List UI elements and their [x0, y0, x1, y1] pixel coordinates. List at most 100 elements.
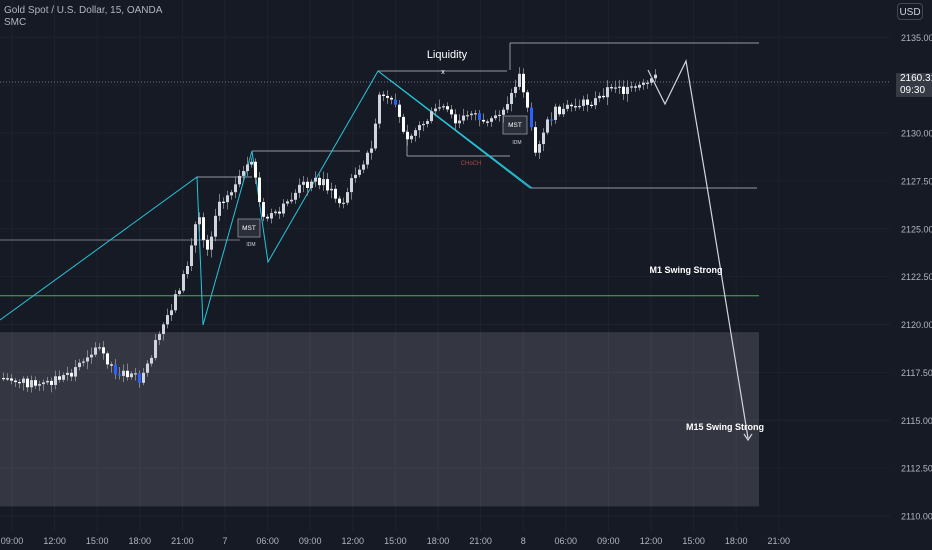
candle-body	[286, 201, 289, 204]
candle-body	[366, 152, 369, 165]
price-tick-label: 2115.000	[901, 416, 932, 426]
candle-body	[518, 73, 521, 87]
candle-body	[186, 266, 189, 275]
candle-body	[110, 364, 113, 366]
candle-body	[14, 380, 17, 383]
time-tick-label: 18:00	[725, 536, 748, 546]
candle-body	[506, 103, 509, 110]
time-tick-label: 18:00	[129, 536, 152, 546]
market-structure-zigzag	[0, 70, 531, 326]
candle-body	[634, 86, 637, 88]
candle-body	[546, 119, 549, 133]
candle-body	[646, 82, 649, 84]
candle-body	[274, 211, 277, 214]
indicator-label[interactable]: SMC	[4, 17, 27, 28]
candle-body	[230, 192, 233, 196]
chart-annotations: Liquidity x CHoCH MST IDM MST IDM M1 Swing Stro…	[242, 49, 764, 432]
candle-body	[462, 115, 465, 121]
candle-body	[526, 92, 529, 108]
candle-body	[70, 372, 73, 377]
candle-body	[534, 127, 537, 153]
idm-label-2: IDM	[512, 140, 521, 146]
candle-body	[338, 198, 341, 204]
candle-body	[30, 380, 33, 388]
candle-body	[362, 164, 365, 170]
candle-body	[254, 161, 257, 178]
candle-body	[550, 119, 553, 121]
candle-body	[494, 115, 497, 119]
candle-body	[78, 362, 81, 368]
candle-body	[82, 361, 85, 363]
time-tick-label: 15:00	[384, 536, 407, 546]
candle-body	[446, 106, 449, 110]
candle-body	[642, 82, 645, 85]
candle-body	[350, 178, 353, 193]
candle-body	[402, 116, 405, 132]
candle-body	[330, 188, 333, 191]
time-tick-label: 09:00	[597, 536, 620, 546]
time-axis[interactable]: 09:00 12:00 15:00 18:00 21:00 7 06:00 09:00 12:0…	[1, 536, 790, 546]
candle-body	[482, 119, 485, 122]
currency-button[interactable]: USD	[897, 3, 923, 20]
candle-body	[382, 94, 385, 96]
candle-body	[538, 144, 541, 153]
candle-body	[406, 131, 409, 140]
demand-zone	[0, 332, 759, 507]
candle-body	[478, 113, 481, 120]
candle-body	[654, 74, 657, 79]
candle-body	[38, 384, 41, 386]
time-tick-label: 8	[521, 536, 526, 546]
time-tick-label: 06:00	[256, 536, 279, 546]
candle-body	[290, 199, 293, 202]
candle-body	[162, 324, 165, 335]
candle-body	[618, 86, 621, 88]
candle-body	[390, 97, 393, 100]
candle-body	[346, 192, 349, 203]
candle-body	[26, 378, 29, 388]
price-tick-label: 2130.000	[901, 129, 932, 139]
candle-body	[530, 107, 533, 128]
candle-body	[510, 93, 513, 104]
candle-body	[458, 120, 461, 124]
candle-body	[442, 106, 445, 108]
candle-body	[58, 376, 61, 380]
price-tick-label: 2127.500	[901, 176, 932, 186]
time-tick-label: 12:00	[43, 536, 66, 546]
zones	[0, 332, 759, 507]
liquidity-mark: x	[441, 69, 445, 76]
time-tick-label: 21:00	[768, 536, 791, 546]
candle-body	[238, 175, 241, 185]
candle-body	[294, 192, 297, 200]
candle-body	[598, 95, 601, 99]
candle-body	[498, 114, 501, 117]
candle-body	[562, 108, 565, 115]
candle-body	[206, 239, 209, 250]
candle-body	[454, 114, 457, 124]
candle-body	[262, 202, 265, 217]
candle-body	[190, 245, 193, 267]
candle-body	[250, 161, 253, 165]
candle-body	[146, 363, 149, 373]
mst-box-1	[237, 218, 261, 238]
price-tick-label: 2122.500	[901, 272, 932, 282]
candle-body	[342, 202, 345, 204]
candle-body	[490, 118, 493, 122]
candle-body	[150, 357, 153, 364]
mst-label-1: MST	[242, 225, 256, 232]
candle-body	[622, 86, 625, 94]
candle-body	[470, 113, 473, 116]
candle-body	[326, 179, 329, 191]
time-tick-label: 15:00	[682, 536, 705, 546]
candle-body	[130, 373, 133, 378]
candle-body	[34, 380, 37, 386]
candle-body	[370, 148, 373, 153]
candle-body	[122, 370, 125, 376]
candle-body	[62, 374, 65, 380]
m1-swing-strong-label: M1 Swing Strong	[650, 265, 723, 275]
time-tick-label: 12:00	[640, 536, 663, 546]
candle-body	[650, 78, 653, 83]
candle-body	[638, 84, 641, 88]
candle-body	[266, 216, 269, 219]
